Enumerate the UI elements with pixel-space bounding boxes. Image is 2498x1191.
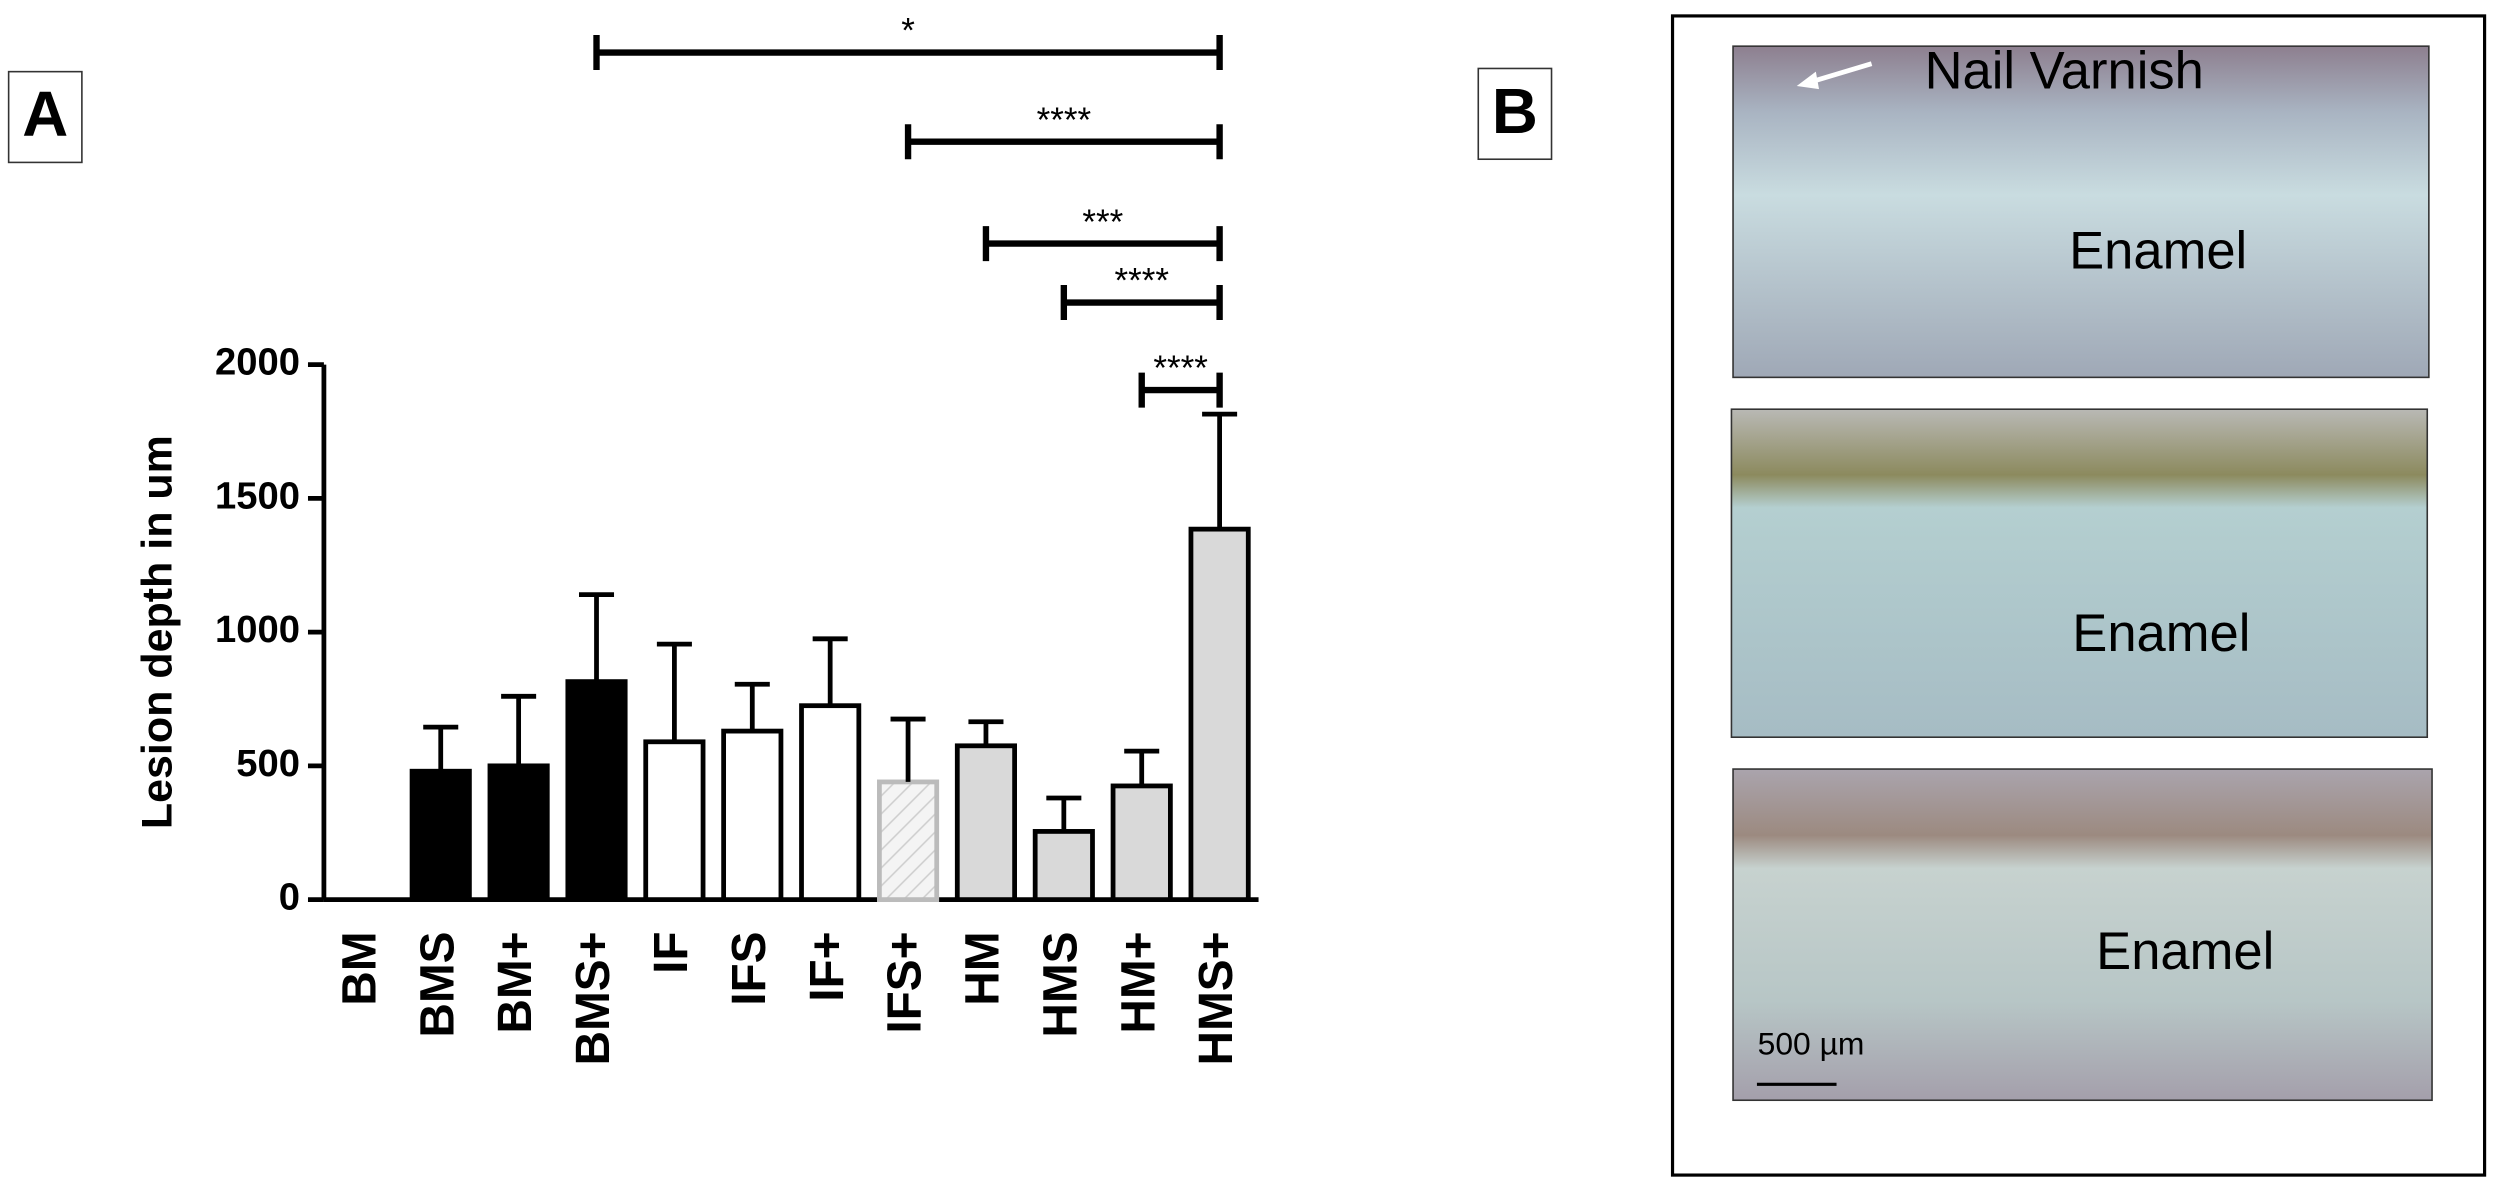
arrow-head	[1796, 71, 1820, 90]
significance-bracket	[904, 124, 1223, 160]
panel-label-box	[7, 70, 83, 164]
bar	[565, 679, 628, 903]
error-bar	[578, 592, 615, 682]
x-tick-label: HMS	[1034, 931, 1087, 1037]
x-tick-label: IF+	[801, 931, 854, 1001]
error-bar	[1202, 411, 1238, 530]
significance-label: ****	[1037, 101, 1092, 140]
x-tick-label: BM+	[489, 931, 542, 1033]
bar	[1110, 783, 1173, 903]
arrow	[1807, 61, 1873, 86]
bar	[1032, 829, 1095, 903]
error-bar	[423, 724, 459, 772]
bar	[877, 779, 940, 903]
x-tick-label: IFS	[723, 931, 776, 1005]
bar	[487, 763, 550, 903]
error-bar	[734, 681, 770, 732]
significance-bracket	[1060, 285, 1223, 321]
micrograph	[1732, 768, 2433, 1102]
scale-bar-label: 500 µm	[1758, 1026, 1865, 1062]
significance-label: ****	[1153, 349, 1208, 388]
y-tick-label: 1000	[215, 608, 300, 651]
x-tick-label: HM	[957, 931, 1010, 1005]
bar	[721, 728, 784, 903]
x-tick-label: HM+	[1112, 931, 1165, 1033]
significance-label: ****	[1114, 262, 1169, 301]
y-tick-label: 500	[236, 742, 300, 785]
significance-bracket	[593, 35, 1223, 71]
error-bar	[1124, 748, 1160, 786]
significance-bracket	[1138, 372, 1223, 408]
y-tick-label: 1500	[215, 474, 300, 517]
micrograph	[1732, 45, 2430, 379]
micrograph-label: Enamel	[2072, 604, 2250, 663]
micrograph-label: Enamel	[2096, 922, 2274, 981]
panel-label: B	[1492, 76, 1538, 147]
bar	[954, 743, 1017, 903]
y-axis-label: Lesion depth in um	[133, 435, 181, 829]
error-bar	[968, 719, 1004, 746]
annotation: Nail Varnish	[1925, 42, 2204, 101]
error-bar	[501, 693, 537, 766]
significance-label: *	[901, 12, 915, 51]
error-bar	[656, 641, 692, 742]
x-tick-label: BM	[333, 931, 386, 1005]
bar	[643, 739, 706, 903]
significance-bracket	[982, 226, 1223, 262]
panel-label-box	[1477, 67, 1553, 161]
bar	[409, 768, 472, 903]
micrograph	[1730, 408, 2429, 739]
x-tick-label: HMS+	[1190, 931, 1243, 1065]
error-bar	[812, 636, 848, 706]
y-tick-label: 2000	[215, 341, 300, 384]
bar	[799, 703, 862, 903]
x-tick-label: IFS+	[879, 931, 932, 1033]
micrograph-label: Enamel	[2069, 222, 2247, 281]
x-tick-label: IF	[645, 931, 698, 973]
panel-label: A	[22, 79, 68, 150]
error-bar	[890, 716, 926, 782]
error-bar	[1046, 795, 1082, 832]
significance-label: ***	[1082, 203, 1123, 242]
y-tick-label: 0	[279, 876, 300, 919]
x-tick-label: BMS+	[567, 931, 620, 1065]
x-tick-label: BMS	[411, 931, 464, 1037]
bar	[1188, 526, 1251, 903]
